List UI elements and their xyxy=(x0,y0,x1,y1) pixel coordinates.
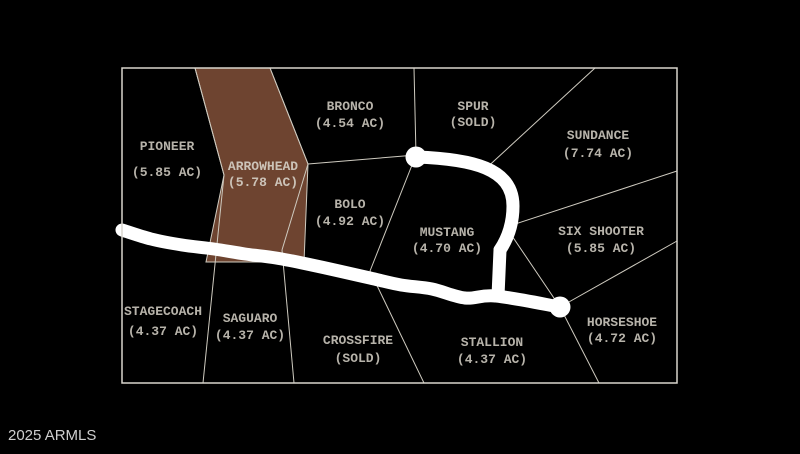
svg-text:(SOLD): (SOLD) xyxy=(450,115,497,130)
svg-text:BRONCO: BRONCO xyxy=(327,99,374,114)
svg-text:PIONEER: PIONEER xyxy=(140,139,195,154)
svg-text:(4.37 AC): (4.37 AC) xyxy=(457,352,527,367)
svg-text:SIX SHOOTER: SIX SHOOTER xyxy=(558,224,644,239)
svg-text:(7.74 AC): (7.74 AC) xyxy=(563,146,633,161)
svg-text:(4.37 AC): (4.37 AC) xyxy=(215,328,285,343)
svg-text:STALLION: STALLION xyxy=(461,335,523,350)
svg-text:SPUR: SPUR xyxy=(457,99,488,114)
svg-text:(5.78 AC): (5.78 AC) xyxy=(228,175,298,190)
svg-text:SUNDANCE: SUNDANCE xyxy=(567,128,630,143)
svg-text:(5.85 AC): (5.85 AC) xyxy=(132,165,202,180)
svg-text:ARROWHEAD: ARROWHEAD xyxy=(228,159,298,174)
svg-text:(4.72 AC): (4.72 AC) xyxy=(587,331,657,346)
svg-text:HORSESHOE: HORSESHOE xyxy=(587,315,657,330)
svg-text:(4.70 AC): (4.70 AC) xyxy=(412,241,482,256)
svg-text:MUSTANG: MUSTANG xyxy=(420,225,475,240)
svg-text:(4.92 AC): (4.92 AC) xyxy=(315,214,385,229)
svg-text:STAGECOACH: STAGECOACH xyxy=(124,304,202,319)
svg-text:(4.54 AC): (4.54 AC) xyxy=(315,116,385,131)
svg-text:(5.85 AC): (5.85 AC) xyxy=(566,241,636,256)
svg-text:SAGUARO: SAGUARO xyxy=(223,311,278,326)
svg-text:(4.37 AC): (4.37 AC) xyxy=(128,324,198,339)
svg-text:(SOLD): (SOLD) xyxy=(335,351,382,366)
svg-text:CROSSFIRE: CROSSFIRE xyxy=(323,333,393,348)
svg-text:BOLO: BOLO xyxy=(334,197,365,212)
